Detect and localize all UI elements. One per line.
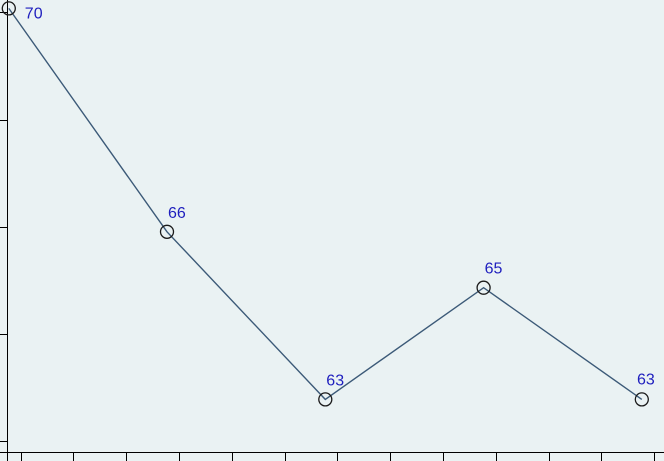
data-label: 70 (25, 5, 43, 22)
markers-group (1, 1, 649, 407)
data-label: 63 (637, 371, 655, 388)
x-ticks (21, 452, 655, 461)
data-label: 63 (326, 372, 344, 389)
data-label: 66 (168, 205, 186, 222)
data-point-marker (159, 224, 175, 239)
data-label: 65 (485, 261, 503, 278)
y-ticks (0, 12, 8, 442)
data-point-marker (318, 392, 333, 407)
data-point-marker (476, 280, 491, 295)
series-group (8, 7, 643, 401)
data-point-marker (634, 392, 649, 407)
data-point-marker (1, 1, 16, 16)
series-line (8, 7, 643, 401)
data-labels-group: 70 66 63 65 63 (25, 5, 655, 389)
